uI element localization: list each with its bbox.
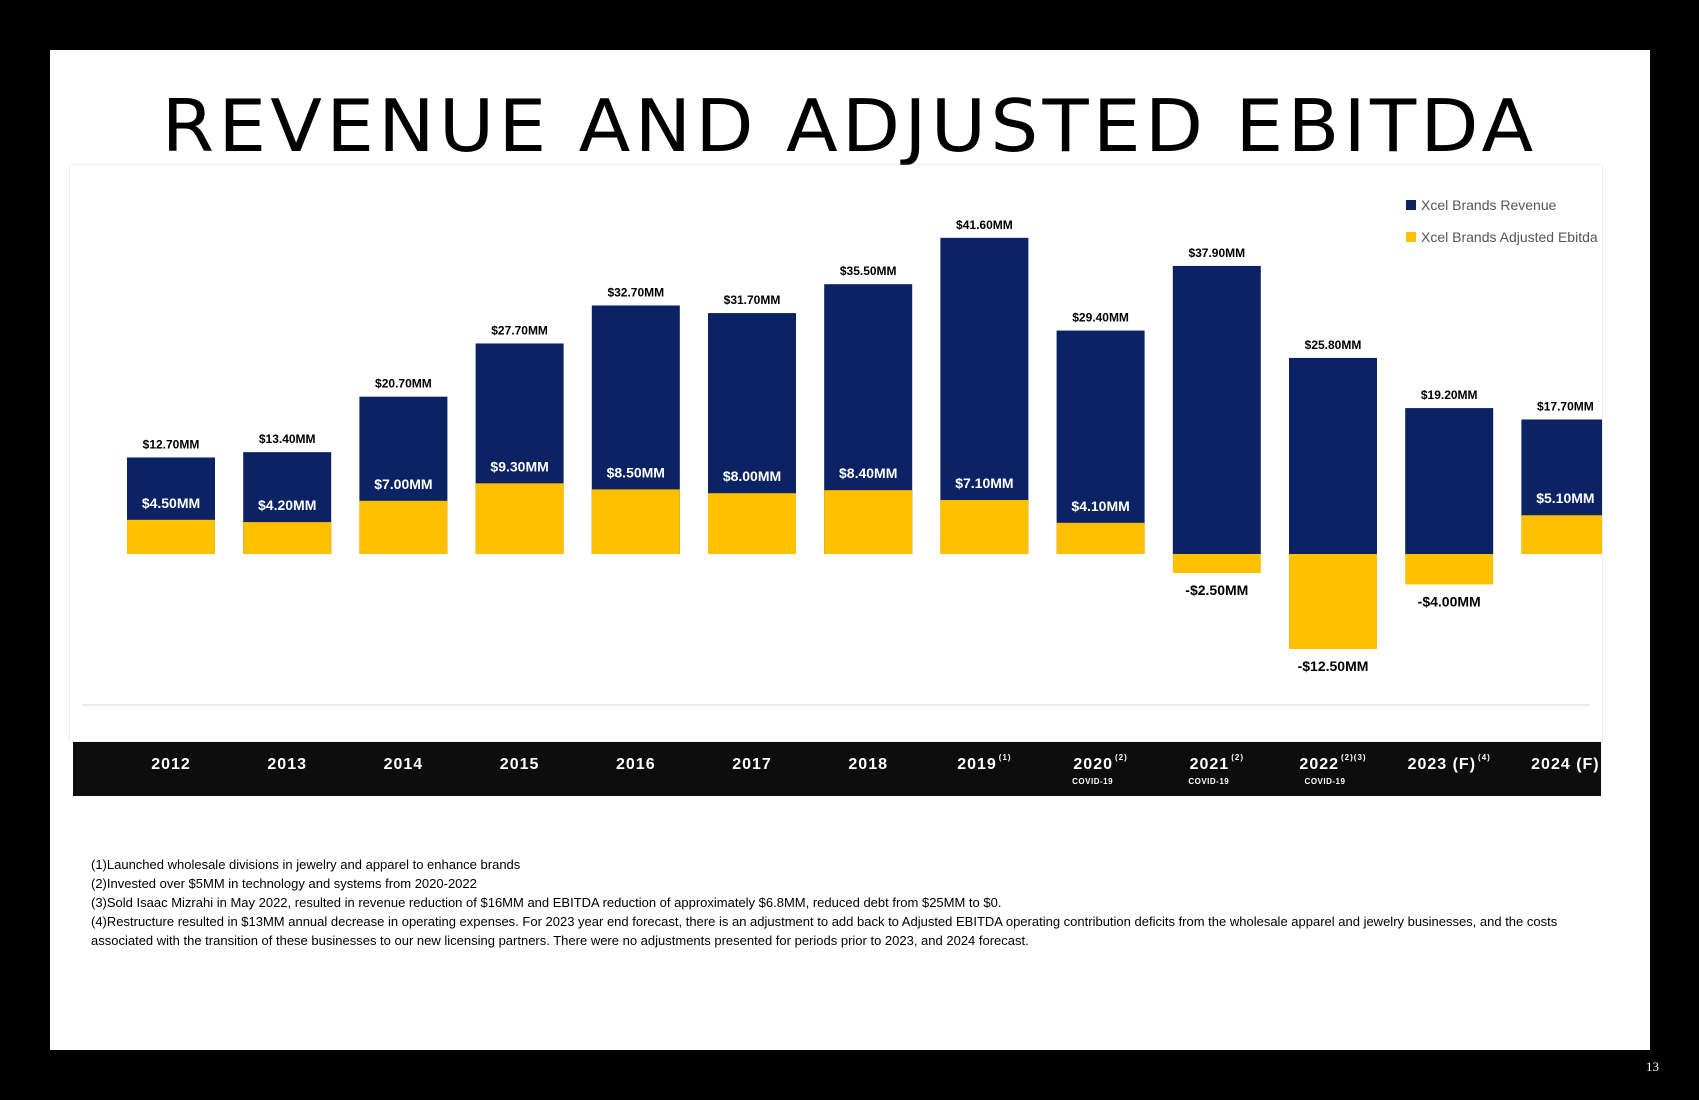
x-tick-label: 2019 (1) [924, 753, 1044, 774]
revenue-data-label: $41.60MM [956, 218, 1013, 232]
x-tick-text: 2017 [732, 756, 772, 773]
revenue-data-label: $20.70MM [375, 377, 432, 391]
x-tick-label: 2012 [111, 756, 231, 774]
year-axis-bar: 2012 2013 2014 2015 2016 2017 2018 2019 (1) 2020(… [73, 742, 1601, 796]
ebitda-data-label: $7.00MM [374, 476, 432, 492]
x-tick-label: 2016 [576, 756, 696, 774]
revenue-data-label: $35.50MM [840, 264, 897, 278]
chart-legend: Xcel Brands Revenue Xcel Brands Adjusted… [1406, 195, 1598, 259]
x-tick-footnote-ref: (2) [1231, 753, 1244, 762]
ebitda-bar [475, 483, 564, 554]
ebitda-data-label: $9.30MM [490, 458, 548, 474]
legend-swatch-ebitda [1406, 232, 1416, 242]
revenue-data-label: $13.40MM [259, 432, 316, 446]
ebitda-bar [1289, 554, 1377, 649]
footnote-2: (2)Invested over $5MM in technology and … [91, 876, 477, 891]
revenue-data-label: $25.80MM [1305, 338, 1362, 352]
revenue-bar [1289, 357, 1377, 554]
revenue-data-label: $32.70MM [607, 285, 664, 299]
x-tick-label: 2018 [808, 756, 928, 774]
chart-panel: $12.70MM $4.50MM $13.40MM $4.20MM $20.70MM $7… [70, 165, 1602, 741]
ebitda-bar [708, 493, 796, 554]
legend-label-revenue: Xcel Brands Revenue [1421, 197, 1557, 213]
ebitda-data-label: -$12.50MM [1298, 658, 1369, 674]
legend-item-revenue: Xcel Brands Revenue [1406, 195, 1598, 215]
x-tick-label: 2022 (2)(3) [1273, 753, 1393, 774]
bar-chart: $12.70MM $4.50MM $13.40MM $4.20MM $20.70MM $7… [82, 218, 1602, 706]
x-tick-footnote-ref: (4) [1478, 753, 1491, 762]
legend-item-ebitda: Xcel Brands Adjusted Ebitda [1406, 227, 1598, 247]
ebitda-data-label: $4.20MM [258, 497, 316, 513]
slide-title: REVENUE AND ADJUSTED EBITDA [161, 84, 1538, 168]
ebitda-data-label: $8.40MM [839, 465, 897, 481]
ebitda-data-label: $7.10MM [955, 475, 1013, 491]
ebitda-bar [1056, 522, 1145, 554]
footnotes: (1)Launched wholesale divisions in jewel… [91, 855, 1571, 950]
page-number: 13 [1646, 1059, 1659, 1074]
x-tick-text: 2014 [383, 756, 424, 773]
x-tick-footnote-ref: (2) [1115, 753, 1128, 762]
x-tick-text: 2018 [848, 756, 888, 773]
ebitda-data-label: $8.00MM [723, 468, 781, 484]
x-tick-subtitle: COVID-19 [1304, 777, 1346, 786]
legend-label-ebitda: Xcel Brands Adjusted Ebitda [1421, 229, 1598, 245]
x-tick-text: 2024 (F) [1531, 756, 1600, 773]
ebitda-bar [940, 500, 1029, 554]
revenue-data-label: $29.40MM [1072, 311, 1129, 325]
ebitda-data-label: $4.10MM [1071, 498, 1129, 514]
x-tick-text: 2013 [267, 756, 307, 773]
ebitda-data-label: $8.50MM [607, 464, 665, 480]
revenue-data-label: $31.70MM [724, 293, 781, 307]
ebitda-bar [1521, 515, 1602, 554]
x-tick-label: 2015 [460, 756, 580, 774]
ebitda-bar [591, 489, 680, 554]
ebitda-bar [243, 522, 332, 554]
x-tick-subtitle: COVID-19 [1188, 777, 1230, 786]
ebitda-data-label: -$2.50MM [1185, 582, 1248, 598]
revenue-data-label: $27.70MM [491, 323, 548, 337]
revenue-bar [1172, 265, 1261, 554]
ebitda-bar [1172, 554, 1261, 573]
revenue-data-label: $19.20MM [1421, 388, 1478, 402]
x-tick-label: 2021 (2) [1157, 753, 1277, 774]
x-tick-text: 2015 [499, 756, 540, 773]
x-tick-label: 2023 (F) (4) [1389, 753, 1509, 774]
x-tick-label: 2013 [227, 756, 347, 774]
x-tick-text: 2012 [151, 756, 191, 773]
revenue-bar [1056, 330, 1145, 554]
ebitda-bar [359, 500, 448, 554]
revenue-bar [1405, 408, 1494, 554]
ebitda-data-label: -$4.00MM [1418, 593, 1481, 609]
x-tick-text: 2016 [616, 756, 656, 773]
revenue-data-label: $17.70MM [1537, 399, 1594, 413]
x-tick-label: 2017 [692, 756, 812, 774]
footnote-4: (4)Restructure resulted in $13MM annual … [91, 914, 1558, 948]
x-tick-footnote-ref: (2)(3) [1341, 753, 1367, 762]
revenue-data-label: $37.90MM [1188, 246, 1245, 260]
revenue-data-label: $12.70MM [143, 437, 200, 451]
x-tick-text: 2023 (F) [1407, 756, 1477, 773]
footnote-3: (3)Sold Isaac Mizrahi in May 2022, resul… [91, 895, 1002, 910]
ebitda-bar [127, 519, 215, 554]
x-tick-footnote-ref: (1) [998, 753, 1012, 762]
ebitda-bar [824, 490, 913, 554]
legend-swatch-revenue [1406, 200, 1416, 210]
x-tick-label: 2024 (F) [1505, 756, 1625, 774]
x-tick-subtitle: COVID-19 [1072, 777, 1114, 786]
x-tick-text: 2021 [1189, 756, 1230, 773]
ebitda-data-label: $5.10MM [1536, 490, 1594, 506]
x-tick-text: 2022 [1299, 756, 1340, 773]
x-tick-label: 2014 [343, 756, 463, 774]
x-tick-text: 2020 [1073, 756, 1113, 773]
x-tick-label: 2020 (2) [1041, 753, 1161, 774]
ebitda-bar [1405, 554, 1494, 585]
footnote-1: (1)Launched wholesale divisions in jewel… [91, 857, 521, 872]
x-tick-text: 2019 [957, 756, 997, 773]
ebitda-data-label: $4.50MM [142, 495, 200, 511]
